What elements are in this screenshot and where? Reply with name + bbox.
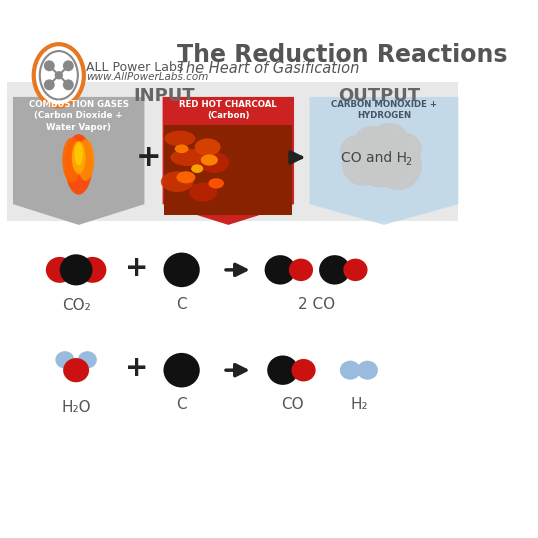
Ellipse shape xyxy=(201,154,218,166)
Text: +: + xyxy=(136,143,161,172)
Text: H₂O: H₂O xyxy=(61,400,91,415)
Ellipse shape xyxy=(164,252,200,287)
Ellipse shape xyxy=(340,360,360,380)
Ellipse shape xyxy=(34,44,84,107)
Text: CO and H: CO and H xyxy=(341,151,407,165)
Circle shape xyxy=(343,144,384,185)
Ellipse shape xyxy=(208,178,224,189)
Ellipse shape xyxy=(62,138,81,182)
Ellipse shape xyxy=(77,139,94,181)
Text: C: C xyxy=(176,397,187,412)
Text: H₂: H₂ xyxy=(350,397,367,412)
Text: The Reduction Reactions: The Reduction Reactions xyxy=(178,43,508,67)
Polygon shape xyxy=(309,97,458,225)
Text: 2: 2 xyxy=(405,157,412,167)
Ellipse shape xyxy=(289,259,313,281)
Ellipse shape xyxy=(357,360,378,380)
Text: The Heart of Gasification: The Heart of Gasification xyxy=(178,61,360,75)
Ellipse shape xyxy=(200,152,229,173)
Ellipse shape xyxy=(46,257,74,283)
Ellipse shape xyxy=(265,255,296,285)
Ellipse shape xyxy=(176,171,195,183)
Ellipse shape xyxy=(63,358,89,383)
Text: 2 CO: 2 CO xyxy=(299,296,336,312)
Circle shape xyxy=(369,124,410,165)
Text: OUTPUT: OUTPUT xyxy=(338,87,420,104)
FancyBboxPatch shape xyxy=(7,82,458,221)
Text: CARBON MONOXIDE +
HYDROGEN: CARBON MONOXIDE + HYDROGEN xyxy=(331,100,437,121)
Text: RED HOT CHARCOAL
(Carbon): RED HOT CHARCOAL (Carbon) xyxy=(180,100,277,121)
Ellipse shape xyxy=(55,351,74,369)
Text: CO: CO xyxy=(281,397,303,412)
Circle shape xyxy=(341,136,372,167)
Circle shape xyxy=(45,61,54,70)
Circle shape xyxy=(45,80,54,89)
Ellipse shape xyxy=(175,145,188,153)
Ellipse shape xyxy=(189,182,217,202)
Ellipse shape xyxy=(343,259,367,281)
Ellipse shape xyxy=(78,351,97,369)
Text: INPUT: INPUT xyxy=(133,87,195,104)
Text: CO₂: CO₂ xyxy=(62,299,90,314)
Ellipse shape xyxy=(161,171,194,192)
Circle shape xyxy=(63,80,73,89)
Ellipse shape xyxy=(164,353,200,387)
Circle shape xyxy=(63,61,73,70)
Circle shape xyxy=(388,133,421,166)
Circle shape xyxy=(351,128,410,187)
Ellipse shape xyxy=(60,254,93,286)
Polygon shape xyxy=(162,97,294,225)
Circle shape xyxy=(55,72,62,79)
Ellipse shape xyxy=(171,149,207,166)
Text: C: C xyxy=(176,296,187,312)
Ellipse shape xyxy=(191,165,203,173)
Text: ALL Power Labs: ALL Power Labs xyxy=(87,61,184,74)
Text: www.AllPowerLabs.com: www.AllPowerLabs.com xyxy=(87,72,209,82)
Text: COMBUSTION GASES
(Carbon Dioxide +
Water Vapor): COMBUSTION GASES (Carbon Dioxide + Water… xyxy=(29,100,129,132)
FancyBboxPatch shape xyxy=(164,125,292,215)
Circle shape xyxy=(353,126,390,162)
Ellipse shape xyxy=(65,134,93,195)
Ellipse shape xyxy=(79,257,107,283)
Circle shape xyxy=(374,143,421,189)
Ellipse shape xyxy=(164,131,195,146)
Text: +: + xyxy=(125,254,148,282)
Text: +: + xyxy=(125,355,148,383)
Ellipse shape xyxy=(267,356,299,385)
Ellipse shape xyxy=(292,359,316,381)
Ellipse shape xyxy=(319,255,350,285)
Ellipse shape xyxy=(74,143,83,165)
Ellipse shape xyxy=(195,138,221,155)
Ellipse shape xyxy=(72,141,86,174)
Polygon shape xyxy=(13,97,144,225)
